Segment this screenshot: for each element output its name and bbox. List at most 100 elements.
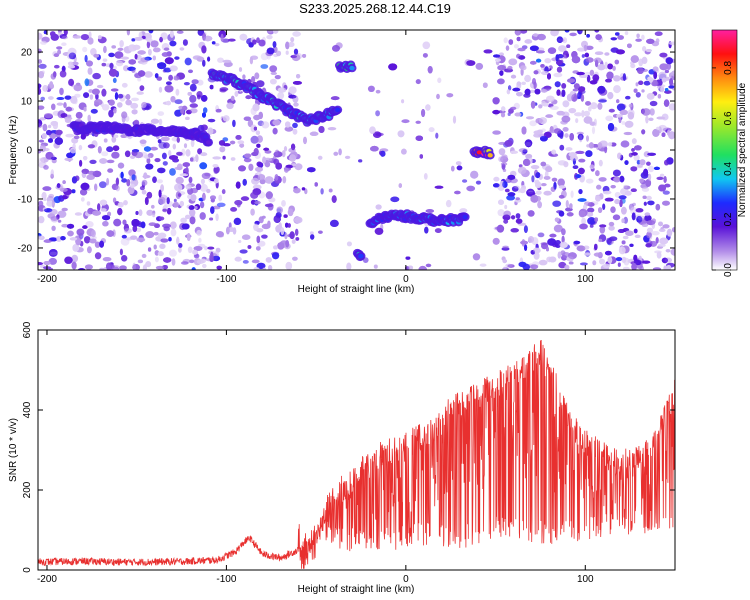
spectrogram-noise-blob	[237, 140, 245, 144]
spectrogram-noise-blob	[641, 34, 645, 40]
spectrogram-noise-blob	[607, 142, 613, 147]
spectrogram-noise-blob	[528, 236, 534, 243]
spectrogram-noise-blob	[631, 152, 638, 156]
spectrogram-noise-blob	[578, 189, 583, 195]
spectrogram-noise-blob	[602, 263, 611, 269]
spectrogram-noise-blob	[658, 221, 663, 227]
spectrogram-noise-blob	[658, 71, 667, 80]
spectrogram-noise-blob	[285, 121, 291, 128]
spectrogram-noise-blob	[665, 57, 673, 65]
spectrogram-noise-blob	[295, 237, 300, 241]
spectrogram-noise-blob	[128, 59, 136, 65]
signal-core	[358, 253, 364, 259]
colorbar-tick-label: 0.2	[723, 212, 734, 226]
spectrogram-noise-blob	[502, 266, 507, 270]
spectrogram-noise-blob	[182, 39, 188, 46]
spectrogram-noise-blob	[141, 102, 147, 108]
spectrogram-noise-blob	[266, 47, 275, 55]
spectrogram-noise-blob	[72, 244, 80, 252]
spectrogram-noise-blob	[234, 200, 243, 206]
spectrogram-noise-blob	[42, 186, 52, 191]
spectrogram-noise-blob	[106, 146, 114, 153]
spectrogram-noise-blob	[163, 257, 172, 263]
spectrogram-noise-blob	[233, 217, 242, 225]
spectrogram-noise-blob	[434, 185, 444, 189]
spectrogram-noise-blob	[634, 259, 642, 266]
spectrogram-noise-blob	[328, 188, 333, 193]
spectrogram-noise-blob	[622, 73, 627, 81]
spectrogram-noise-blob	[119, 248, 123, 256]
spectrogram-noise-blob	[670, 248, 675, 256]
spectrogram-noise-blob	[577, 47, 586, 52]
spectrogram-noise-blob	[102, 215, 111, 221]
spectrogram-noise-blob	[170, 228, 177, 237]
spectrogram-noise-blob	[401, 99, 405, 104]
spectrogram-noise-blob	[520, 65, 527, 71]
spectrogram-noise-blob	[256, 135, 263, 143]
spectrogram-noise-blob	[565, 147, 573, 151]
spectrogram-noise-blob	[607, 123, 615, 131]
y-tick-label: 600	[22, 321, 33, 338]
spectrogram-noise-blob	[127, 186, 135, 195]
spectrogram-noise-blob	[200, 178, 205, 185]
spectrogram-noise-blob	[501, 163, 506, 170]
spectrogram-noise-blob	[310, 234, 315, 240]
spectrogram-noise-blob	[283, 146, 288, 152]
spectrogram-noise-blob	[588, 142, 594, 149]
spectrogram-noise-blob	[186, 233, 191, 241]
spectrogram-noise-blob	[506, 195, 515, 201]
spectrogram-noise-blob	[253, 223, 259, 231]
spectrogram-noise-blob	[66, 152, 74, 158]
spectrogram-noise-blob	[261, 215, 266, 219]
spectrogram-noise-blob	[166, 81, 172, 85]
spectrogram-noise-blob	[239, 249, 248, 254]
spectrogram-noise-blob	[64, 95, 72, 100]
spectrogram-noise-blob	[584, 52, 589, 58]
spectrogram-noise-blob	[166, 207, 172, 215]
spectrogram-noise-blob	[647, 152, 656, 156]
spectrogram-noise-blob	[256, 161, 263, 167]
spectrogram-noise-blob	[172, 143, 176, 150]
spectrogram-noise-blob	[292, 128, 298, 135]
spectrogram-noise-blob	[219, 87, 229, 92]
spectrogram-noise-blob	[175, 88, 180, 96]
spectrogram-noise-blob	[73, 84, 83, 92]
spectrogram-noise-blob	[604, 52, 610, 56]
spectrogram-noise-blob	[534, 88, 541, 95]
spectrogram-noise-blob	[524, 74, 531, 83]
spectrogram-noise-blob	[216, 265, 222, 270]
spectrogram-noise-blob	[163, 226, 170, 232]
spectrogram-noise-blob	[43, 165, 49, 170]
spectrogram-noise-blob	[38, 48, 42, 54]
spectrogram-noise-blob	[115, 60, 124, 67]
spectrogram-noise-blob	[646, 231, 652, 239]
spectrogram-noise-blob	[618, 195, 627, 200]
spectrogram-noise-blob	[641, 89, 645, 93]
spectrogram-noise-blob	[434, 228, 442, 234]
spectrogram-noise-blob	[551, 177, 558, 182]
spectrogram-noise-blob	[546, 247, 549, 252]
spectrogram-noise-blob	[123, 200, 128, 206]
spectrogram-noise-blob	[622, 235, 629, 240]
spectrogram-noise-blob	[148, 30, 154, 34]
spectrogram-noise-blob	[179, 47, 185, 51]
spectrogram-noise-blob	[660, 86, 665, 93]
spectrogram-noise-blob	[535, 172, 541, 179]
spectrogram-noise-blob	[193, 253, 200, 259]
spectrogram-noise-blob	[70, 147, 76, 154]
spectrogram-noise-blob	[649, 100, 658, 107]
spectrogram-noise-blob	[87, 67, 93, 75]
spectrogram-noise-blob	[635, 208, 644, 213]
spectrogram-noise-blob	[211, 41, 216, 45]
spectrogram-noise-blob	[553, 72, 563, 78]
spectrogram-noise-blob	[627, 111, 635, 120]
spectrogram-noise-blob	[89, 94, 94, 100]
spectrogram-noise-blob	[585, 101, 591, 106]
spectrogram-noise-blob	[285, 240, 290, 248]
spectrogram-noise-blob	[108, 99, 115, 106]
spectrogram-noise-blob	[84, 236, 91, 244]
spectrogram-noise-blob	[173, 201, 179, 208]
spectrogram-noise-blob	[226, 102, 234, 110]
spectrogram-noise-blob	[202, 59, 206, 67]
spectrogram-noise-blob	[547, 47, 557, 54]
